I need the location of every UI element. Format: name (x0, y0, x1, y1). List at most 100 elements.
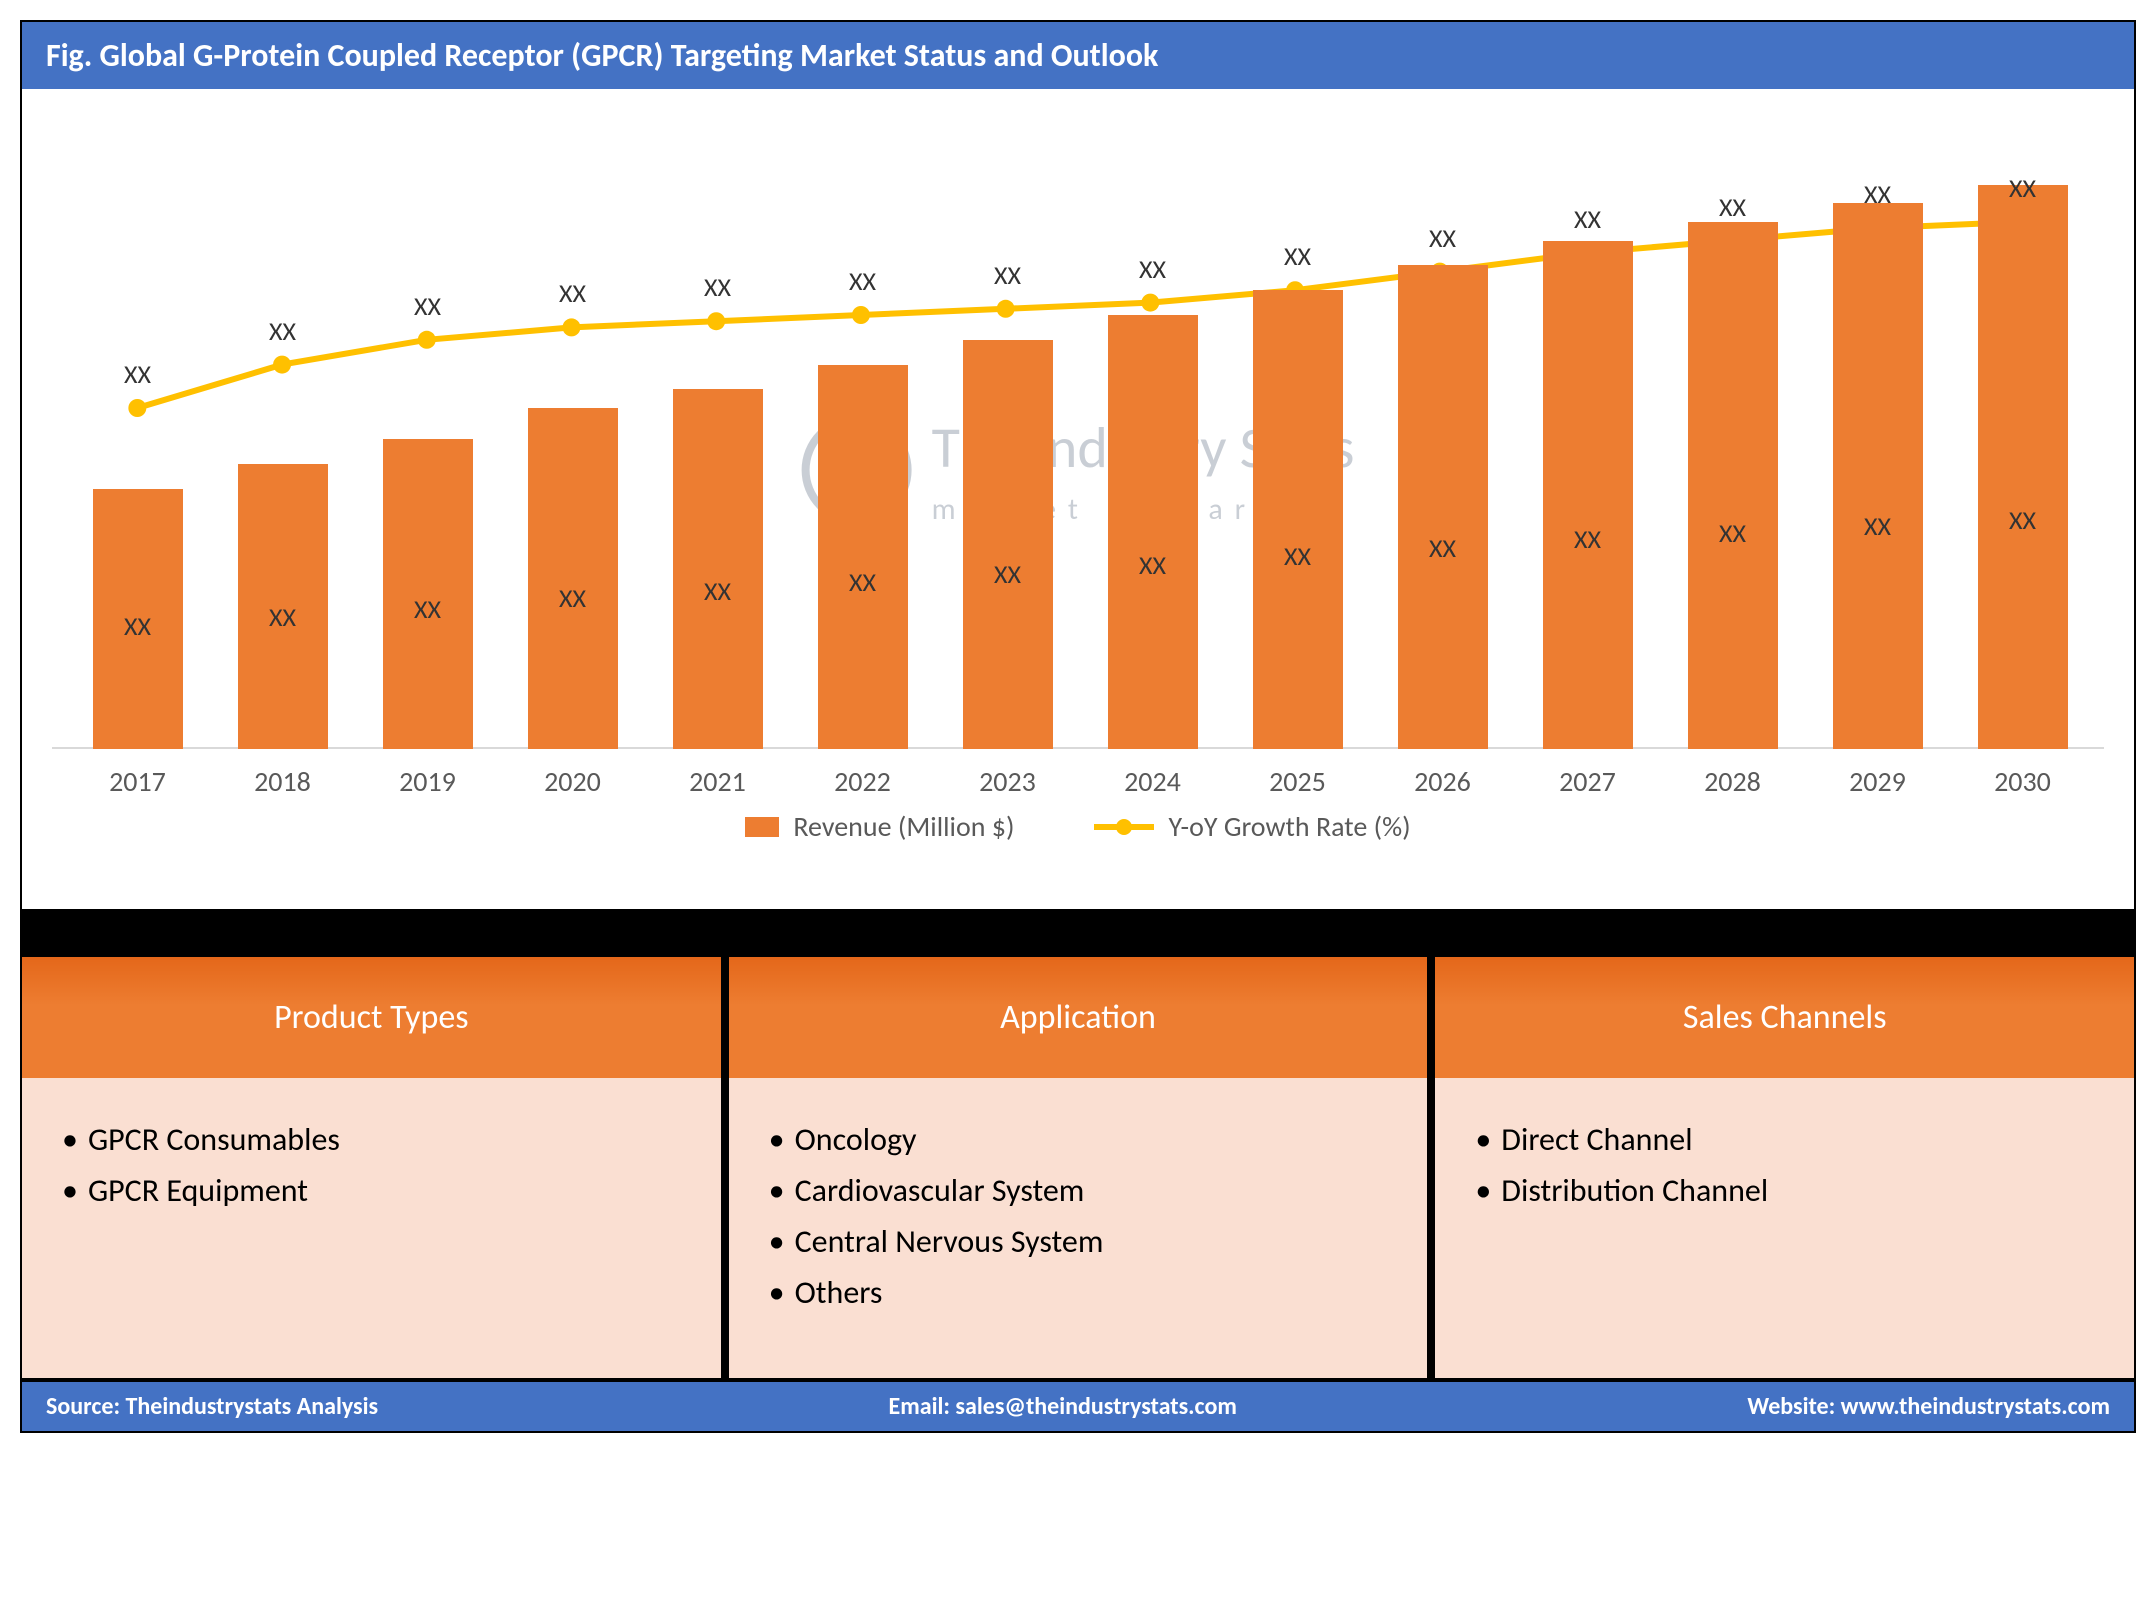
legend-swatch-line (1094, 824, 1154, 830)
bar-value-label: XX (528, 582, 618, 614)
x-axis-label: 2021 (673, 764, 763, 799)
revenue-bar (1253, 290, 1343, 749)
revenue-bar (1978, 185, 2068, 749)
figure-footer: Source: Theindustrystats Analysis Email:… (22, 1382, 2134, 1431)
revenue-bar (1688, 222, 1778, 749)
line-value-label: XX (269, 315, 296, 347)
x-axis-label: 2018 (238, 764, 328, 799)
bar-value-label: XX (238, 601, 328, 633)
line-value-label: XX (1284, 240, 1311, 272)
line-value-label: XX (2009, 172, 2036, 204)
bar-group: XX2021 (673, 129, 763, 749)
bar-value-label: XX (1833, 510, 1923, 542)
chart-plot: The Industry Stats market research XX201… (52, 129, 2104, 749)
revenue-bar (1543, 241, 1633, 749)
x-axis-label: 2027 (1543, 764, 1633, 799)
panel-body: GPCR ConsumablesGPCR Equipment (22, 1078, 721, 1378)
panel-list: Direct ChannelDistribution Channel (1475, 1114, 2094, 1216)
growth-line-svg (52, 129, 2104, 749)
bar-value-label: XX (1978, 504, 2068, 536)
figure-title: Fig. Global G-Protein Coupled Receptor (… (46, 36, 1158, 75)
chart-area: The Industry Stats market research XX201… (22, 89, 2134, 909)
x-axis-label: 2023 (963, 764, 1053, 799)
list-item: Cardiovascular System (769, 1165, 1388, 1216)
revenue-bar (673, 389, 763, 749)
revenue-bar (963, 340, 1053, 749)
bar-group: XX2020 (528, 129, 618, 749)
line-value-label: XX (414, 290, 441, 322)
info-panel: Application OncologyCardiovascular System… (729, 917, 1436, 1378)
line-value-label: XX (1574, 203, 1601, 235)
line-value-label: XX (124, 358, 151, 390)
bar-value-label: XX (1543, 523, 1633, 555)
x-axis-label: 2029 (1833, 764, 1923, 799)
line-value-label: XX (994, 259, 1021, 291)
x-axis-label: 2026 (1398, 764, 1488, 799)
list-item: Oncology (769, 1114, 1388, 1165)
bar-group: XX2022 (818, 129, 908, 749)
bar-group: XX2029 (1833, 129, 1923, 749)
panel-list: GPCR ConsumablesGPCR Equipment (62, 1114, 681, 1216)
line-value-label: XX (1719, 191, 1746, 223)
list-item: Direct Channel (1475, 1114, 2094, 1165)
bar-group: XX2019 (383, 129, 473, 749)
panel-header: Sales Channels (1435, 957, 2134, 1078)
list-item: Central Nervous System (769, 1216, 1388, 1267)
revenue-bar (1398, 265, 1488, 749)
panel-gap (1435, 917, 2134, 957)
panel-gap (729, 917, 1428, 957)
bar-value-label: XX (1398, 532, 1488, 564)
line-value-label: XX (1139, 253, 1166, 285)
legend-label-growth: Y-oY Growth Rate (%) (1168, 809, 1410, 844)
bar-group: XX2025 (1253, 129, 1343, 749)
footer-website: Website: www.theindustrystats.com (1747, 1392, 2110, 1421)
panel-list: OncologyCardiovascular SystemCentral Ner… (769, 1114, 1388, 1318)
revenue-bar (818, 365, 908, 749)
line-value-label: XX (1864, 178, 1891, 210)
panel-header: Product Types (22, 957, 721, 1078)
info-panel: Sales Channels Direct ChannelDistribution… (1435, 917, 2134, 1378)
bar-value-label: XX (963, 558, 1053, 590)
bar-value-label: XX (383, 593, 473, 625)
bar-value-label: XX (1688, 517, 1778, 549)
bar-group: XX2030 (1978, 129, 2068, 749)
panel-gap (22, 917, 721, 957)
list-item: GPCR Equipment (62, 1165, 681, 1216)
info-panels: Product Types GPCR ConsumablesGPCR Equipm… (22, 917, 2134, 1378)
x-axis-label: 2024 (1108, 764, 1198, 799)
panel-body: Direct ChannelDistribution Channel (1435, 1078, 2134, 1378)
x-axis-label: 2030 (1978, 764, 2068, 799)
divider (22, 909, 2134, 917)
footer-source: Source: Theindustrystats Analysis (46, 1392, 378, 1421)
x-axis-label: 2022 (818, 764, 908, 799)
list-item: Others (769, 1267, 1388, 1318)
figure-title-bar: Fig. Global G-Protein Coupled Receptor (… (22, 22, 2134, 89)
x-axis-label: 2017 (93, 764, 183, 799)
bar-group: XX2023 (963, 129, 1053, 749)
bar-value-label: XX (818, 566, 908, 598)
list-item: Distribution Channel (1475, 1165, 2094, 1216)
bar-group: XX2024 (1108, 129, 1198, 749)
list-item: GPCR Consumables (62, 1114, 681, 1165)
chart-legend: Revenue (Million $) Y-oY Growth Rate (%) (52, 749, 2104, 874)
revenue-bar (528, 408, 618, 749)
legend-item-growth: Y-oY Growth Rate (%) (1094, 809, 1410, 844)
bar-value-label: XX (93, 610, 183, 642)
panel-header: Application (729, 957, 1428, 1078)
bar-value-label: XX (1253, 540, 1343, 572)
info-panel: Product Types GPCR ConsumablesGPCR Equipm… (22, 917, 729, 1378)
x-axis-label: 2025 (1253, 764, 1343, 799)
revenue-bar (1108, 315, 1198, 749)
legend-swatch-bar (745, 817, 779, 837)
x-axis-label: 2020 (528, 764, 618, 799)
bar-group: XX2018 (238, 129, 328, 749)
line-value-label: XX (849, 265, 876, 297)
x-axis-line (52, 747, 2104, 749)
x-axis-label: 2019 (383, 764, 473, 799)
legend-label-revenue: Revenue (Million $) (793, 809, 1014, 844)
legend-item-revenue: Revenue (Million $) (745, 809, 1014, 844)
bar-group: XX2017 (93, 129, 183, 749)
line-value-label: XX (559, 277, 586, 309)
bar-value-label: XX (673, 575, 763, 607)
panel-body: OncologyCardiovascular SystemCentral Ner… (729, 1078, 1428, 1378)
